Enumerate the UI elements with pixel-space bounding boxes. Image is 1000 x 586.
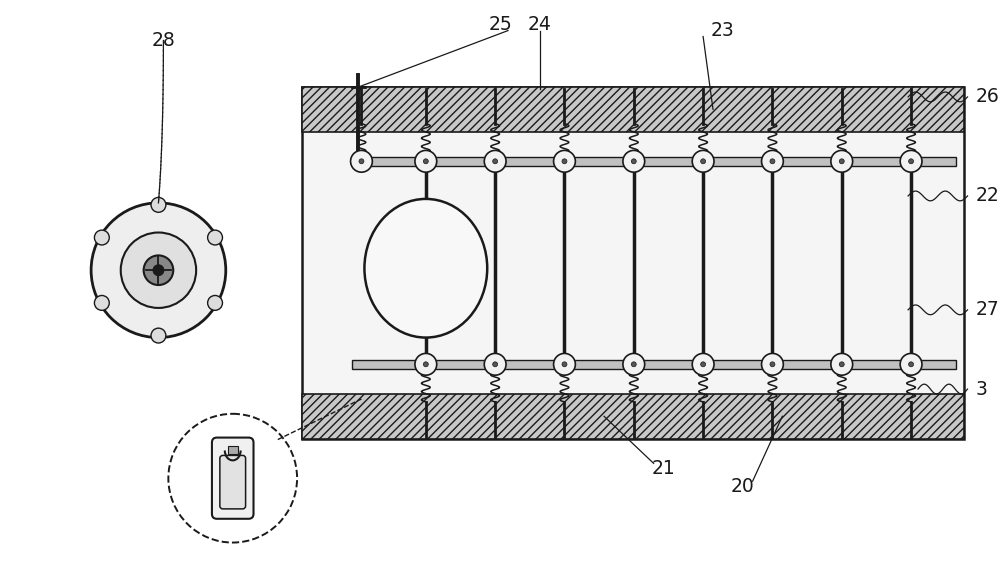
Circle shape	[909, 362, 914, 367]
Circle shape	[692, 353, 714, 375]
Circle shape	[151, 328, 166, 343]
Circle shape	[121, 233, 196, 308]
Text: 21: 21	[652, 459, 675, 478]
Circle shape	[623, 353, 645, 375]
Circle shape	[762, 353, 783, 375]
Circle shape	[839, 159, 844, 163]
Bar	[352, 157, 956, 166]
Circle shape	[208, 295, 222, 311]
Bar	[302, 394, 964, 438]
Circle shape	[144, 255, 173, 285]
Text: 3: 3	[975, 380, 987, 398]
Circle shape	[770, 362, 775, 367]
Circle shape	[415, 151, 437, 172]
Circle shape	[831, 151, 853, 172]
Bar	[352, 360, 956, 369]
Circle shape	[900, 151, 922, 172]
Circle shape	[762, 151, 783, 172]
Circle shape	[484, 353, 506, 375]
FancyBboxPatch shape	[212, 438, 254, 519]
Text: 24: 24	[528, 15, 552, 34]
Text: 20: 20	[731, 476, 755, 496]
Bar	[302, 87, 964, 132]
Circle shape	[208, 230, 222, 245]
Text: 22: 22	[975, 186, 999, 206]
Circle shape	[554, 151, 575, 172]
Text: 23: 23	[711, 21, 735, 40]
Circle shape	[415, 353, 437, 375]
Circle shape	[94, 295, 109, 311]
Circle shape	[909, 159, 914, 163]
Circle shape	[623, 151, 645, 172]
Circle shape	[493, 159, 498, 163]
Circle shape	[91, 203, 226, 338]
Text: 25: 25	[488, 15, 512, 34]
Circle shape	[831, 353, 853, 375]
Ellipse shape	[364, 199, 487, 338]
Circle shape	[423, 362, 428, 367]
Text: 26: 26	[975, 87, 999, 107]
Circle shape	[692, 151, 714, 172]
Circle shape	[701, 362, 706, 367]
Circle shape	[493, 362, 498, 367]
Circle shape	[770, 159, 775, 163]
Circle shape	[554, 353, 575, 375]
Circle shape	[562, 159, 567, 163]
Circle shape	[484, 151, 506, 172]
Circle shape	[631, 362, 636, 367]
FancyBboxPatch shape	[220, 455, 246, 509]
Circle shape	[151, 197, 166, 212]
Circle shape	[423, 159, 428, 163]
Circle shape	[153, 265, 164, 275]
Circle shape	[839, 362, 844, 367]
Circle shape	[351, 151, 372, 172]
Circle shape	[631, 159, 636, 163]
Circle shape	[900, 353, 922, 375]
Circle shape	[94, 230, 109, 245]
Text: 27: 27	[975, 301, 999, 319]
Circle shape	[562, 362, 567, 367]
Circle shape	[701, 159, 706, 163]
Bar	[228, 447, 238, 454]
Circle shape	[359, 159, 364, 163]
Bar	[302, 87, 964, 438]
Text: 28: 28	[152, 31, 175, 50]
